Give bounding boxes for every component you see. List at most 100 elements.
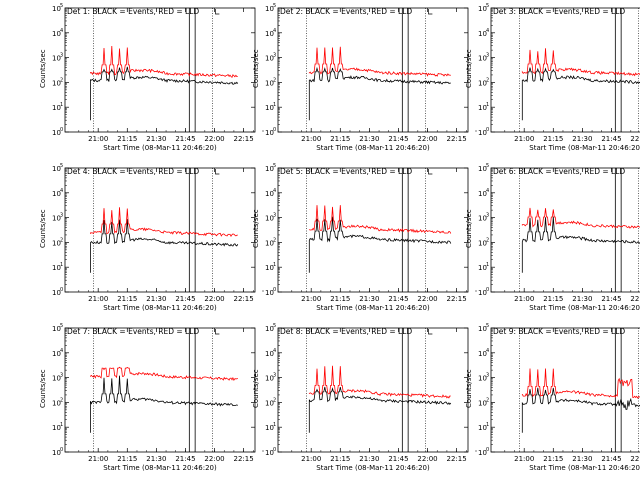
y-tick-exponent: 5 <box>60 323 63 329</box>
y-tick-label: 10 <box>265 449 274 457</box>
events-series-line <box>521 387 640 433</box>
lld-series-line <box>308 365 451 399</box>
panel-title: Det 2: BLACK = Events, RED = LLD <box>280 7 412 16</box>
panel-title: Det 5: BLACK = Events, RED = LLD <box>280 167 412 176</box>
y-tick-label: 10 <box>265 264 274 272</box>
y-tick-exponent: 1 <box>486 102 489 108</box>
y-tick-label: 10 <box>52 79 61 87</box>
x-tick-label: 22:00 <box>204 455 224 463</box>
y-tick-label: 10 <box>52 190 61 198</box>
x-tick-label: 22:00 <box>417 295 437 303</box>
plot-frame <box>64 327 256 453</box>
y-tick-exponent: 2 <box>273 397 276 403</box>
y-axis-label: Counts/sec <box>465 209 473 248</box>
x-tick-label: 21:00 <box>514 135 534 143</box>
x-axis-label: Start Time (08-Mar-11 20:46:20) <box>316 464 430 472</box>
x-tick-label: 21:45 <box>388 295 408 303</box>
y-tick-exponent: 2 <box>273 77 276 83</box>
x-tick-label: 21:45 <box>175 135 195 143</box>
y-tick-exponent: 0 <box>60 287 63 293</box>
y-tick-label: 10 <box>52 30 61 38</box>
y-tick-label: 10 <box>265 129 274 137</box>
lld-series-line <box>308 205 452 234</box>
y-tick-exponent: 1 <box>60 422 63 428</box>
y-tick-label: 10 <box>265 375 274 383</box>
panel-title: Det 9: BLACK = Events, RED = LLD <box>493 327 625 336</box>
y-axis-label: Counts/sec <box>252 49 260 88</box>
y-tick-label: 10 <box>265 5 274 13</box>
x-tick-label: 21:15 <box>330 135 350 143</box>
y-tick-exponent: 5 <box>273 3 276 9</box>
plot-frame <box>277 167 469 293</box>
x-tick-label: 21:45 <box>175 455 195 463</box>
events-series-line <box>308 386 452 433</box>
x-tick-label: 22:15 <box>447 295 467 303</box>
y-tick-label: 10 <box>52 264 61 272</box>
y-tick-exponent: 2 <box>60 77 63 83</box>
y-tick-label: 10 <box>265 350 274 358</box>
plot-frame <box>64 167 256 293</box>
x-tick-label: 22:15 <box>447 455 467 463</box>
y-tick-label: 10 <box>52 55 61 63</box>
x-tick-label: 21:30 <box>359 295 379 303</box>
lld-series-line <box>90 45 238 78</box>
y-tick-label: 10 <box>478 129 487 137</box>
y-tick-exponent: 3 <box>273 53 276 59</box>
y-tick-label: 10 <box>478 215 487 223</box>
x-tick-label: 22:00 <box>204 135 224 143</box>
y-tick-label: 10 <box>478 239 487 247</box>
lld-series-line <box>521 207 640 229</box>
y-tick-exponent: 0 <box>486 127 489 133</box>
y-axis-label: Counts/sec <box>252 369 260 408</box>
y-tick-exponent: 5 <box>60 3 63 9</box>
events-series-line <box>90 66 239 121</box>
y-tick-exponent: 4 <box>486 188 489 194</box>
events-series-line <box>90 375 238 433</box>
y-tick-exponent: 0 <box>60 127 63 133</box>
x-tick-label: 22:00 <box>630 295 640 303</box>
y-tick-label: 10 <box>265 215 274 223</box>
marker-corner <box>215 169 220 175</box>
panel-title: Det 8: BLACK = Events, RED = LLD <box>280 327 412 336</box>
x-axis-label: Start Time (08-Mar-11 20:46:20) <box>529 144 640 152</box>
y-tick-exponent: 2 <box>486 397 489 403</box>
lld-series-line <box>521 48 640 77</box>
x-axis-label: Start Time (08-Mar-11 20:46:20) <box>316 144 430 152</box>
lld-series-line <box>521 368 640 399</box>
events-series-line <box>308 216 452 273</box>
y-tick-exponent: 0 <box>273 447 276 453</box>
y-tick-exponent: 3 <box>60 373 63 379</box>
y-tick-label: 10 <box>265 289 274 297</box>
x-axis-label: Start Time (08-Mar-11 20:46:20) <box>316 304 430 312</box>
x-tick-label: 21:15 <box>543 135 563 143</box>
x-tick-label: 22:00 <box>630 455 640 463</box>
x-tick-label: 21:45 <box>388 135 408 143</box>
y-tick-exponent: 2 <box>60 237 63 243</box>
x-tick-label: 21:15 <box>330 295 350 303</box>
y-tick-label: 10 <box>265 325 274 333</box>
y-tick-exponent: 5 <box>273 323 276 329</box>
y-tick-label: 10 <box>265 239 274 247</box>
events-series-line <box>308 66 451 121</box>
marker-corner <box>428 169 433 175</box>
plot-frame <box>490 7 640 133</box>
y-axis-label: Counts/sec <box>465 369 473 408</box>
y-tick-label: 10 <box>478 190 487 198</box>
y-tick-label: 10 <box>52 424 61 432</box>
x-tick-label: 22:15 <box>234 135 254 143</box>
x-axis-label: Start Time (08-Mar-11 20:46:20) <box>103 464 217 472</box>
marker-corner <box>215 9 220 15</box>
y-axis-label: Counts/sec <box>39 209 47 248</box>
lld-series-line <box>90 207 238 237</box>
x-tick-label: 21:00 <box>88 135 108 143</box>
x-tick-label: 21:30 <box>359 135 379 143</box>
y-tick-label: 10 <box>478 399 487 407</box>
plot-frame <box>277 7 469 133</box>
y-tick-label: 10 <box>478 325 487 333</box>
x-tick-label: 21:00 <box>88 455 108 463</box>
x-tick-label: 22:15 <box>447 135 467 143</box>
